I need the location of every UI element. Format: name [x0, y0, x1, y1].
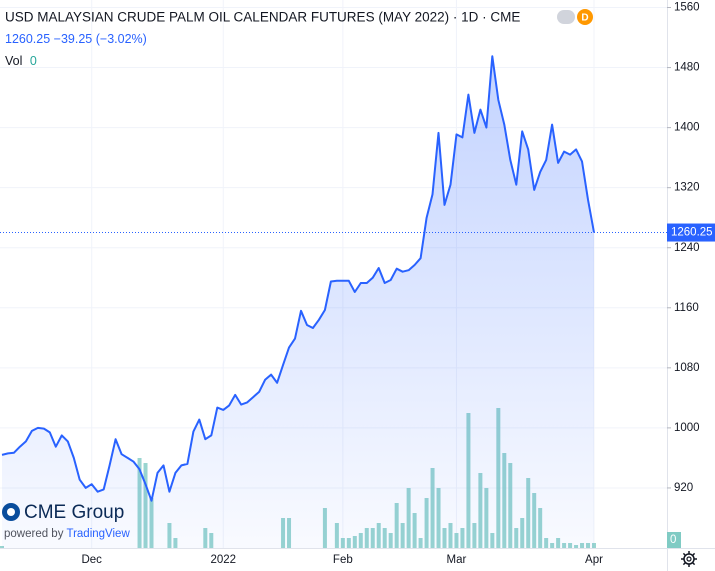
- y-tick-label: 1080: [674, 362, 700, 374]
- y-tick-label: 1400: [674, 122, 700, 134]
- last-price-tag: [667, 223, 715, 242]
- x-tick-label: 2022: [210, 554, 236, 566]
- legend: Vol 0: [5, 54, 37, 68]
- volume-tick-tag: [667, 532, 681, 548]
- quote-change-pct: (−3.02%): [96, 32, 147, 46]
- price-pane: [0, 55, 667, 549]
- legend-entry: Vol: [5, 54, 22, 68]
- x-tick-label: Feb: [333, 554, 353, 566]
- chart-title: USD MALAYSIAN CRUDE PALM OIL CALENDAR FU…: [5, 10, 520, 25]
- price-line: [1, 55, 595, 502]
- powered-by-text: powered by: [4, 528, 64, 540]
- logo-name: CME Group: [24, 502, 124, 523]
- x-tick-label: Apr: [585, 554, 603, 566]
- volume-tick-label: 0: [670, 534, 676, 546]
- y-tick-label: 920: [674, 482, 693, 494]
- powered-by: powered by TradingView: [4, 528, 130, 540]
- y-tick-label: 1000: [674, 422, 700, 434]
- settings-icon[interactable]: [681, 551, 697, 567]
- gear-teeth[interactable]: [681, 551, 697, 567]
- toggle-icon[interactable]: [557, 10, 575, 24]
- x-tick-label: Mar: [447, 554, 467, 566]
- last-price-label: 1260.25: [671, 227, 713, 239]
- vol-value: 0: [30, 54, 37, 68]
- quote: 1260.25 −39.25 (−3.02%): [5, 32, 147, 46]
- y-tick-label: 1320: [674, 182, 700, 194]
- y-tick-label: 1240: [674, 242, 700, 254]
- y-tick-label: 1160: [674, 302, 699, 314]
- gear-center[interactable]: [686, 556, 692, 562]
- x-tick-label: Dec: [81, 554, 102, 566]
- brand: TradingView: [66, 528, 130, 540]
- y-tick-label: 1560: [674, 2, 700, 14]
- quote-change: −39.25: [54, 32, 93, 46]
- price-area: [2, 56, 594, 549]
- logo-icon: [7, 508, 15, 516]
- badge: [577, 9, 593, 25]
- interval-badge: D: [581, 13, 588, 24]
- quote-last: 1260.25: [5, 32, 50, 46]
- axes: 920 1000 1080 1160 1240 1320 1400 1480 1560 Dec 20…: [81, 2, 715, 566]
- y-tick-label: 1480: [674, 62, 700, 74]
